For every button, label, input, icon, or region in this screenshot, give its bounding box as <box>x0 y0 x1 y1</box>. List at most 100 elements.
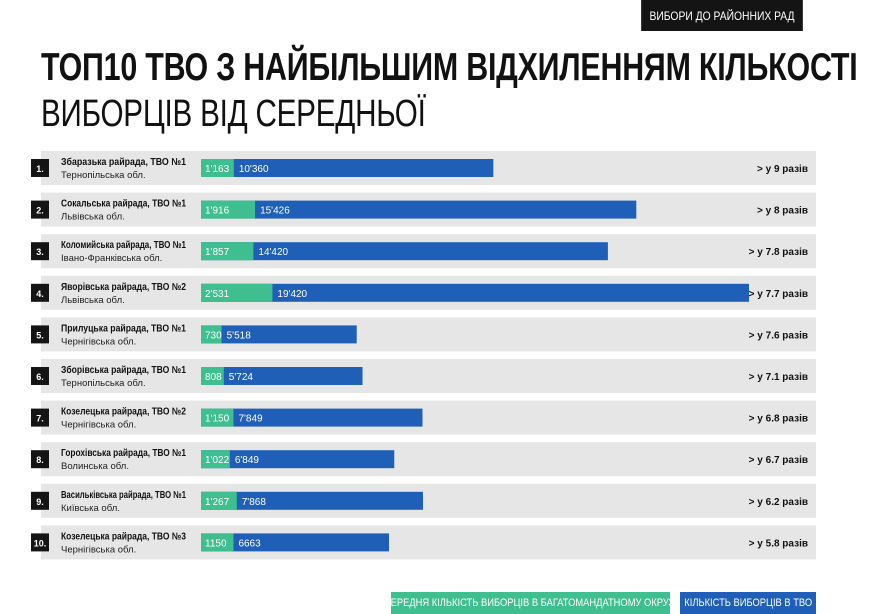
average-bar <box>201 408 234 427</box>
rank-box <box>31 450 49 469</box>
average-bar <box>201 325 222 344</box>
district-name: Сокальська райрада, ТВО №1 <box>61 199 186 210</box>
tvo-bar <box>201 491 424 510</box>
ratio-label: > у 8 разів <box>757 206 808 217</box>
tvo-value-label: 10'360 <box>239 164 269 175</box>
rank-label: 2. <box>36 206 44 216</box>
rank-label: 4. <box>36 289 44 299</box>
region-name: Львівська обл. <box>61 295 125 306</box>
region-name: Київська обл. <box>61 503 120 514</box>
legend-tvo: КІЛЬКІСТЬ ВИБОРЦІВ В ТВО <box>680 592 816 614</box>
tvo-bar <box>201 159 494 177</box>
rank-box <box>31 283 49 302</box>
rank-label: 10. <box>34 538 47 548</box>
district-name: Горохівська райрада, ТВО №1 <box>61 448 186 459</box>
region-name: Тернопільська обл. <box>61 170 146 181</box>
region-name: Чернігівська обл. <box>61 420 136 431</box>
tvo-value-label: 7'849 <box>238 414 263 425</box>
rank-label: 6. <box>36 372 44 382</box>
region-name: Волинська обл. <box>61 461 129 472</box>
average-bar <box>201 242 254 261</box>
tvo-bar <box>201 533 390 552</box>
district-name: Зборівська райрада, ТВО №1 <box>61 364 186 376</box>
tvo-bar <box>201 283 749 302</box>
ratio-label: > у 7.8 разів <box>749 247 808 258</box>
row-background <box>41 525 816 560</box>
average-bar <box>201 533 234 552</box>
ratio-label: > у 6.8 разів <box>749 414 808 425</box>
rank-label: 9. <box>36 497 44 507</box>
average-value-label: 1'022 <box>205 455 230 466</box>
ratio-label: > у 7.6 разів <box>749 330 808 341</box>
rank-label: 8. <box>36 455 44 465</box>
average-bar <box>201 491 237 510</box>
average-value-label: 1'163 <box>205 164 230 175</box>
district-name: Козелецька райрада, ТВО №2 <box>61 407 186 418</box>
tvo-bar <box>201 200 637 219</box>
average-value-label: 1150 <box>205 538 227 549</box>
row-background <box>41 442 816 477</box>
rank-box <box>31 242 49 261</box>
average-value-label: 1'150 <box>205 414 230 425</box>
rank-box <box>31 325 49 344</box>
tvo-value-label: 5'724 <box>229 372 254 383</box>
tvo-bar <box>201 450 395 469</box>
ratio-label: > у 9 разів <box>757 164 808 175</box>
average-bar <box>201 450 230 469</box>
rank-box <box>31 491 49 510</box>
tvo-value-label: 14'420 <box>258 247 288 258</box>
district-name: Коломийська райрада, ТВО №1 <box>61 240 186 251</box>
page-title: ТОП10 ТВО З НАЙБІЛЬШИМ ВІДХИЛЕННЯМ КІЛЬК… <box>41 46 858 89</box>
tvo-bar <box>201 325 357 344</box>
average-value-label: 1'267 <box>205 497 230 508</box>
district-name: Васильківська райрада, ТВО №1 <box>61 490 186 501</box>
region-name: Івано-Франківська обл. <box>61 253 162 264</box>
row-background <box>41 483 816 518</box>
ratio-label: > у 6.7 разів <box>749 455 808 466</box>
tvo-bar <box>201 408 423 427</box>
average-bar <box>201 283 273 302</box>
district-name: Козелецька райрада, ТВО №3 <box>61 531 186 542</box>
tvo-value-label: 19'420 <box>277 289 307 300</box>
rank-label: 1. <box>36 164 44 174</box>
average-value-label: 1'916 <box>205 206 230 217</box>
ratio-label: > у 6.2 разів <box>749 497 808 508</box>
district-name: Збаразька райрада, ТВО №1 <box>61 156 186 168</box>
region-name: Чернігівська обл. <box>61 544 136 555</box>
rank-box <box>31 159 49 177</box>
average-bar <box>201 367 224 385</box>
tvo-value-label: 5'518 <box>227 330 252 341</box>
legend-average: СЕРЕДНЯ КІЛЬКІСТЬ ВИБОРЦІВ В БАГАТОМАНДА… <box>384 592 677 614</box>
district-name: Яворівська райрада, ТВО №2 <box>61 282 186 293</box>
tvo-bar <box>201 367 363 385</box>
tvo-value-label: 6663 <box>238 538 261 549</box>
rank-label: 5. <box>36 330 44 340</box>
region-name: Львівська обл. <box>61 212 125 223</box>
rank-box <box>31 408 49 427</box>
rank-box <box>31 200 49 219</box>
section-badge: ВИБОРИ ДО РАЙОННИХ РАД <box>641 0 803 31</box>
tvo-value-label: 7'868 <box>242 497 267 508</box>
legend-average-label: СЕРЕДНЯ КІЛЬКІСТЬ ВИБОРЦІВ В БАГАТОМАНДА… <box>384 597 677 609</box>
rank-box <box>31 367 49 385</box>
ratio-label: > у 5.8 разів <box>749 538 808 549</box>
rank-box <box>31 533 49 552</box>
row-background <box>41 317 816 352</box>
average-value-label: 808 <box>205 372 222 383</box>
average-bar <box>201 159 234 177</box>
average-value-label: 2'531 <box>205 289 230 300</box>
average-value-label: 730 <box>205 330 222 341</box>
region-name: Тернопільська обл. <box>61 378 146 389</box>
row-background <box>41 400 816 435</box>
district-name: Прилуцька райрада, ТВО №1 <box>61 323 186 334</box>
region-name: Чернігівська обл. <box>61 336 136 347</box>
row-background <box>41 359 816 393</box>
average-bar <box>201 200 256 219</box>
tvo-bar <box>201 242 608 261</box>
rank-label: 7. <box>36 414 44 424</box>
legend-tvo-label: КІЛЬКІСТЬ ВИБОРЦІВ В ТВО <box>684 597 812 609</box>
ratio-label: > у 7.7 разів <box>749 289 808 300</box>
page-subtitle: ВИБОРЦІВ ВІД СЕРЕДНЬОЇ <box>41 93 426 135</box>
average-value-label: 1'857 <box>205 247 230 258</box>
